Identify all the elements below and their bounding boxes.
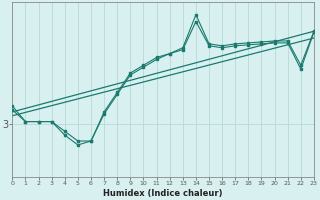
X-axis label: Humidex (Indice chaleur): Humidex (Indice chaleur) <box>103 189 223 198</box>
